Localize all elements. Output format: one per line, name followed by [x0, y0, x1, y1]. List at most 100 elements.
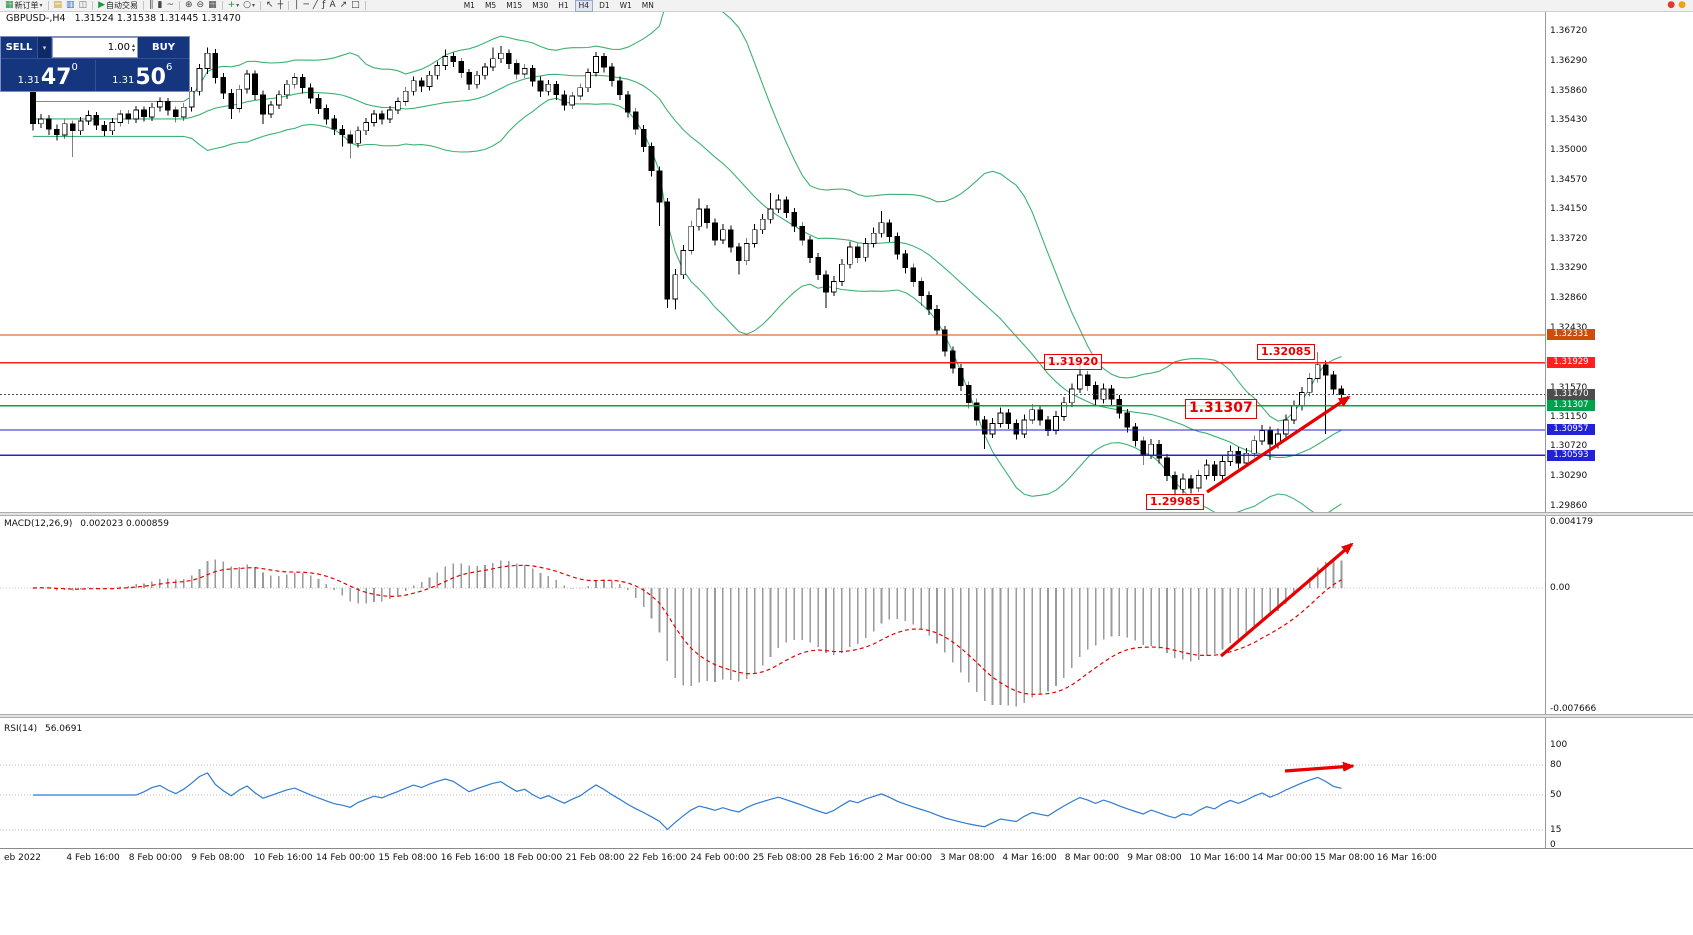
step-down-icon[interactable]: ▾: [131, 46, 135, 54]
time-tick-label: 15 Mar 08:00: [1314, 853, 1375, 863]
sell-price-big: 47: [40, 65, 72, 90]
price-tick-label: 1.31570: [1550, 382, 1588, 393]
symbol-name: GBPUSD-,H4: [6, 13, 66, 24]
toolbar-text-tool-button[interactable]: A: [327, 0, 337, 11]
new-order-label: 新订单: [14, 1, 39, 10]
toolbar-separator: [364, 1, 366, 10]
trend-arrow[interactable]: [1284, 761, 1355, 773]
sell-button[interactable]: SELL: [1, 37, 37, 58]
buy-price[interactable]: 1.31 50 6: [96, 60, 190, 91]
toolbar-fibonacci-tool-button[interactable]: ƒ: [320, 0, 327, 11]
sell-price[interactable]: 1.31 47 0: [1, 60, 95, 91]
timeframe-d1-button[interactable]: D1: [599, 0, 610, 10]
time-tick-label: eb 2022: [4, 853, 42, 863]
chart-symbol-ohlc: GBPUSD-,H4 1.31524 1.31538 1.31445 1.314…: [6, 13, 241, 24]
price-tick-label: 1.32430: [1550, 322, 1588, 333]
price-annotation[interactable]: 1.32085: [1257, 344, 1316, 360]
zoom-out-icon: ⊖: [196, 0, 205, 10]
red-status-icon: ●: [1667, 0, 1676, 10]
arrow-tool-icon: ↗: [339, 0, 348, 10]
toolbar-bar-chart-type-button[interactable]: ∥: [147, 0, 156, 11]
shapes-tool-icon: □: [351, 0, 360, 10]
toolbar-separator: [221, 1, 223, 10]
buy-price-prefix: 1.31: [112, 75, 135, 86]
buy-button[interactable]: BUY: [138, 37, 189, 58]
chevron-down-icon: ▾: [42, 43, 47, 52]
toolbar-vertical-line-tool-button[interactable]: │: [292, 0, 301, 11]
timeframe-m30-button[interactable]: M30: [532, 0, 549, 10]
price-annotation[interactable]: 1.29985: [1146, 494, 1205, 510]
timeframe-w1-button[interactable]: W1: [619, 0, 632, 10]
time-tick-label: 14 Feb 00:00: [316, 853, 376, 863]
timeframe-m5-button[interactable]: M5: [484, 0, 497, 10]
toolbar-chart-cascade-button[interactable]: ▥: [64, 0, 77, 11]
rsi-axis-label: 80: [1550, 760, 1562, 770]
add-indicator-icon: +: [227, 0, 236, 10]
tile-windows-icon: ▦: [208, 0, 217, 10]
order-type-dropdown[interactable]: ▾: [37, 37, 52, 58]
time-tick-label: 18 Feb 00:00: [503, 853, 563, 863]
line-chart-type-icon: ~: [166, 0, 174, 10]
time-tick-label: 4 Mar 16:00: [1002, 853, 1057, 863]
toolbar-crosshair-button[interactable]: ┼: [276, 0, 285, 11]
time-tick-label: 24 Feb 00:00: [690, 853, 750, 863]
time-tick-label: 9 Mar 08:00: [1127, 853, 1182, 863]
price-badge-1.31307: 1.31307: [1547, 400, 1595, 412]
rsi-axis-label: 50: [1550, 790, 1562, 800]
toolbar-trendline-tool-button[interactable]: ╱: [311, 0, 320, 11]
price-annotation[interactable]: 1.31920: [1044, 354, 1103, 370]
toolbar-add-indicator-button[interactable]: + ▾: [226, 0, 242, 11]
price-badge-1.32331: 1.32331: [1547, 329, 1595, 341]
timeframe-h4-button[interactable]: H4: [574, 0, 594, 12]
chart-cascade-icon: ▥: [66, 0, 75, 10]
trend-arrow[interactable]: [1219, 542, 1354, 658]
timeframe-m15-button[interactable]: M15: [506, 0, 523, 10]
panel-resizer-macd[interactable]: [0, 512, 1693, 516]
timeframe-h1-button[interactable]: H1: [558, 0, 569, 10]
toolbar-new-order-button[interactable]: ▦ 新订单 ▾: [3, 0, 45, 11]
time-tick-label: 25 Feb 08:00: [752, 853, 812, 863]
toolbar-periods-button[interactable]: ○ ▾: [241, 0, 257, 11]
chevron-down-icon: ▾: [236, 2, 240, 9]
toolbar-separator: [143, 1, 144, 10]
toolbar-horizontal-line-tool-button[interactable]: ─: [301, 0, 310, 11]
timeframe-mn-button[interactable]: MN: [641, 0, 654, 10]
volume-stepper[interactable]: ▴ ▾: [131, 41, 135, 54]
toolbar-arrow-tool-button[interactable]: ↗: [338, 0, 350, 11]
step-up-icon[interactable]: ▴: [131, 41, 135, 49]
price-tick-label: 1.29860: [1550, 500, 1588, 511]
trendline-tool-icon: ╱: [312, 0, 319, 10]
price-tick-label: 1.35430: [1550, 115, 1588, 126]
price-tick-label: 1.33290: [1550, 263, 1588, 274]
toolbar-tile-windows-button[interactable]: ▦: [206, 0, 219, 11]
toolbar-charts-grid-button[interactable]: ▤: [52, 0, 65, 11]
price-divider: [94, 60, 96, 91]
price-annotation[interactable]: 1.31307: [1185, 399, 1257, 419]
toolbar-zoom-in-button[interactable]: ⊕: [183, 0, 195, 11]
toolbar-zoom-out-button[interactable]: ⊖: [195, 0, 207, 11]
price-axis[interactable]: 1.36720 1.36290 1.35860 1.35430 1.35000 1.345…: [1545, 12, 1693, 850]
bar-chart-type-icon: ∥: [149, 0, 154, 10]
toolbar-line-chart-type-button[interactable]: ~: [164, 0, 176, 11]
price-tick-label: 1.35860: [1550, 85, 1588, 96]
volume-input[interactable]: 1.00 ▴ ▾: [52, 37, 138, 58]
toolbar-autotrading-button[interactable]: ▶ 自动交易: [96, 0, 140, 11]
time-axis[interactable]: eb 2022 4 Feb 16:00 8 Feb 00:00 9 Feb 08:00…: [0, 848, 1693, 872]
zoom-in-icon: ⊕: [185, 0, 193, 10]
fibonacci-tool-icon: ƒ: [322, 0, 326, 10]
timeframe-m1-button[interactable]: M1: [463, 0, 475, 10]
toolbar-shapes-tool-button[interactable]: □: [349, 0, 362, 11]
orange-status-icon: ●: [1678, 0, 1686, 10]
buy-price-sup: 6: [166, 62, 173, 73]
time-tick-label: 8 Mar 00:00: [1064, 853, 1120, 863]
ohlc-values: 1.31524 1.31538 1.31445 1.31470: [74, 13, 241, 24]
toolbar-candle-chart-type-button[interactable]: ▮: [156, 0, 165, 11]
toolbar-cursor-button[interactable]: ↖: [264, 0, 276, 11]
panel-resizer-rsi[interactable]: [0, 714, 1693, 718]
toolbar-navigator-button[interactable]: ◫: [77, 0, 90, 11]
trend-arrow[interactable]: [1206, 395, 1351, 494]
charts-grid-icon: ▤: [53, 0, 63, 10]
time-tick-label: 22 Feb 16:00: [628, 853, 688, 863]
buy-price-big: 50: [135, 65, 166, 90]
